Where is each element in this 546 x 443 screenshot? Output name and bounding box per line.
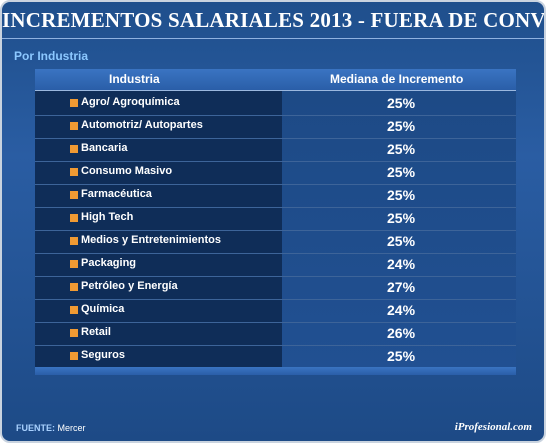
source-value: Mercer (57, 423, 86, 433)
value-label: 25% (387, 233, 416, 249)
table-header: Industria Mediana de Incremento (35, 69, 516, 91)
source-label: FUENTE: (16, 423, 55, 433)
table-row: Automotriz/ Autopartes 25% (35, 116, 516, 139)
category-label: Retail (81, 326, 111, 338)
category-label: Petróleo y Energía (81, 280, 178, 292)
bullet-icon (70, 260, 78, 268)
column-header-mediana: Mediana de Incremento (330, 72, 464, 86)
category-label: Seguros (81, 349, 126, 361)
table-row: Petróleo y Energía 27% (35, 277, 516, 300)
category-label: High Tech (81, 211, 134, 223)
page-title: INCREMENTOS SALARIALES 2013 - FUERA DE C… (2, 8, 546, 32)
category-label: Farmacéutica (81, 188, 152, 200)
bullet-icon (70, 306, 78, 314)
value-label: 25% (387, 118, 416, 134)
table-row: Seguros 25% (35, 346, 516, 368)
subtitle: Por Industria (14, 49, 89, 63)
table-row: Retail 26% (35, 323, 516, 346)
table-row: Farmacéutica 25% (35, 185, 516, 208)
table-footer-bar (35, 367, 516, 375)
table-row: High Tech 25% (35, 208, 516, 231)
value-label: 27% (387, 279, 416, 295)
table-row: Bancaria 25% (35, 139, 516, 162)
bullet-icon (70, 122, 78, 130)
bullet-icon (70, 237, 78, 245)
bullet-icon (70, 329, 78, 337)
value-label: 25% (387, 95, 416, 111)
category-label: Packaging (81, 257, 137, 269)
bullet-icon (70, 352, 78, 360)
value-label: 24% (387, 256, 416, 272)
value-label: 25% (387, 164, 416, 180)
category-label: Agro/ Agroquímica (81, 96, 180, 108)
value-label: 26% (387, 325, 416, 341)
value-label: 25% (387, 187, 416, 203)
bullet-icon (70, 214, 78, 222)
category-label: Medios y Entretenimientos (81, 234, 221, 246)
value-label: 25% (387, 348, 416, 364)
bullet-icon (70, 145, 78, 153)
category-label: Automotriz/ Autopartes (81, 119, 203, 131)
bullet-icon (70, 191, 78, 199)
title-divider (2, 38, 544, 39)
table-body: Agro/ Agroquímica 25% Automotriz/ Autopart… (35, 93, 516, 368)
brand-logo-text: iProfesional.com (454, 421, 532, 433)
value-label: 24% (387, 302, 416, 318)
source-note: FUENTE: Mercer (16, 423, 86, 433)
category-label: Consumo Masivo (81, 165, 173, 177)
table-row: Agro/ Agroquímica 25% (35, 93, 516, 116)
value-label: 25% (387, 141, 416, 157)
category-label: Bancaria (81, 142, 128, 154)
value-label: 25% (387, 210, 416, 226)
bullet-icon (70, 99, 78, 107)
table-row: Química 24% (35, 300, 516, 323)
table-row: Consumo Masivo 25% (35, 162, 516, 185)
table-row: Packaging 24% (35, 254, 516, 277)
table-row: Medios y Entretenimientos 25% (35, 231, 516, 254)
category-label: Química (81, 303, 125, 315)
bullet-icon (70, 283, 78, 291)
column-header-industria: Industria (109, 72, 160, 86)
data-table: Industria Mediana de Incremento Agro/ Ag… (35, 69, 516, 375)
bullet-icon (70, 168, 78, 176)
